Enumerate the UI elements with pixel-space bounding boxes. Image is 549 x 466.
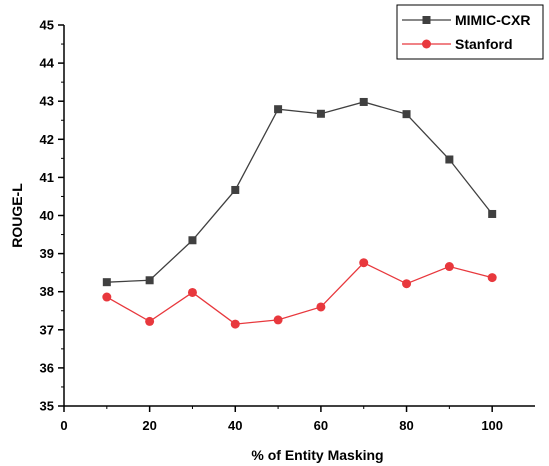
axes: 0 20 40 60 80 100 35 36 37 38 39 40 41 42 43 44 45	[40, 18, 535, 433]
legend-label: MIMIC-CXR	[455, 12, 530, 28]
series-mimic-cxr	[102, 97, 497, 287]
y-tick-label: 35	[40, 399, 54, 414]
series-line	[106, 101, 493, 283]
data-point	[488, 209, 497, 218]
data-point	[274, 105, 283, 114]
x-tick-label: 100	[481, 418, 503, 433]
data-point	[359, 97, 368, 106]
y-tick-label: 37	[40, 322, 54, 337]
y-tick-label: 40	[40, 208, 54, 223]
data-point	[187, 287, 197, 297]
legend-box	[396, 4, 544, 60]
data-point	[145, 276, 154, 285]
y-axis-title: ROUGE-L	[9, 183, 25, 248]
y-tick-label: 36	[40, 360, 54, 375]
y-tick-label: 41	[40, 170, 54, 185]
series-stanford	[102, 258, 497, 329]
data-point	[359, 258, 369, 268]
data-point	[444, 262, 454, 272]
data-point	[230, 319, 240, 329]
data-point	[102, 292, 112, 302]
x-axis-ticks: 0 20 40 60 80 100	[60, 406, 503, 433]
y-tick-label: 44	[40, 56, 55, 71]
y-tick-label: 38	[40, 284, 54, 299]
data-point	[402, 110, 411, 119]
x-tick-label: 80	[399, 418, 413, 433]
y-tick-label: 39	[40, 246, 54, 261]
x-tick-label: 20	[142, 418, 156, 433]
x-axis-title: % of Entity Masking	[251, 447, 383, 463]
data-point	[487, 273, 497, 283]
legend-label: Stanford	[455, 36, 513, 52]
x-tick-label: 0	[60, 418, 67, 433]
y-tick-label: 45	[40, 18, 54, 33]
series-line	[106, 261, 493, 325]
data-point	[273, 315, 283, 325]
y-tick-label: 43	[40, 94, 54, 109]
data-point	[445, 155, 454, 164]
x-tick-label: 40	[228, 418, 242, 433]
y-tick-label: 42	[40, 132, 54, 147]
legend-marker	[422, 16, 431, 24]
data-point	[102, 278, 111, 287]
data-point	[188, 236, 197, 245]
data-point	[316, 109, 325, 118]
y-axis-ticks: 35 36 37 38 39 40 41 42 43 44 45	[40, 18, 64, 414]
legend-item: MIMIC-CXR	[402, 12, 530, 28]
legend-item: Stanford	[402, 36, 513, 52]
legend: MIMIC-CXR Stanford	[396, 4, 544, 60]
x-tick-label: 60	[314, 418, 328, 433]
legend-items: MIMIC-CXR Stanford	[402, 12, 530, 52]
data-point	[231, 185, 240, 194]
data-point	[402, 279, 412, 289]
data-point	[145, 316, 155, 326]
legend-marker	[422, 39, 431, 49]
series-group	[102, 97, 497, 329]
data-point	[316, 302, 326, 312]
